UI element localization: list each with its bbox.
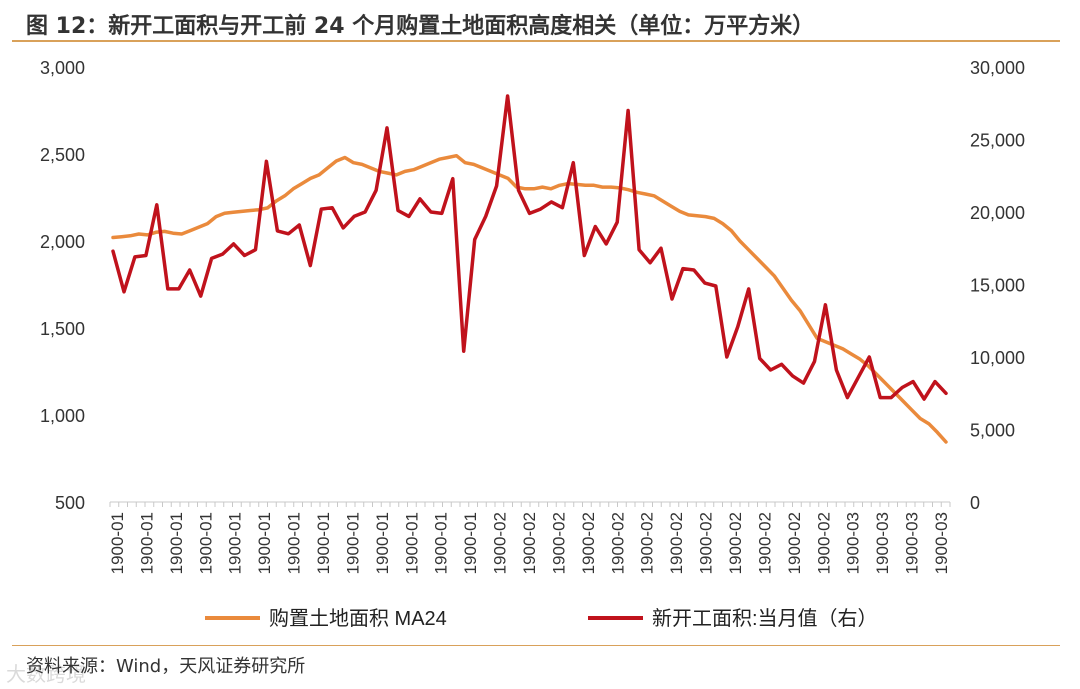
- x-tick-label: 1900-02: [785, 512, 804, 574]
- y-right-tick-label: 20,000: [970, 203, 1025, 223]
- x-tick-label: 1900-02: [579, 512, 598, 574]
- x-tick-label: 1900-01: [137, 512, 156, 574]
- x-tick-label: 1900-01: [343, 512, 362, 574]
- legend: 购置土地面积 MA24 新开工面积:当月值（右）: [205, 607, 878, 630]
- x-tick-label: 1900-01: [226, 512, 245, 574]
- y-left-tick-label: 2,500: [40, 145, 85, 165]
- source-note: 资料来源：Wind，天风证券研究所: [26, 656, 306, 677]
- y-left-tick-label: 3,000: [40, 58, 85, 78]
- new-construction-line: [111, 94, 948, 401]
- x-tick-label: 1900-01: [255, 512, 274, 574]
- axes-group: 500 1,000 1,500 2,000 2,500 3,000 0 5,000 10,000…: [40, 58, 1025, 574]
- chart-title: 图 12：新开工面积与开工前 24 个月购置土地面积高度相关（单位：万平方米）: [26, 14, 815, 39]
- x-tick-label: 1900-02: [638, 512, 657, 574]
- x-tick-label: 1900-01: [108, 512, 127, 574]
- x-tick-label: 1900-01: [432, 512, 451, 574]
- x-tick-label: 1900-01: [167, 512, 186, 574]
- y-left-tick-label: 2,000: [40, 232, 85, 252]
- x-tick-label: 1900-02: [814, 512, 833, 574]
- legend-label: 新开工面积:当月值（右）: [652, 607, 878, 630]
- x-tick-label: 1900-03: [903, 512, 922, 574]
- x-tick-label: 1900-03: [844, 512, 863, 574]
- y-right-tick-label: 5,000: [970, 421, 1015, 441]
- legend-label: 购置土地面积 MA24: [269, 607, 447, 630]
- land-purchase-ma24-line: [111, 153, 948, 444]
- series-layer: [111, 94, 948, 444]
- y-left-tick-label: 1,000: [40, 406, 85, 426]
- y-right-tick-label: 15,000: [970, 276, 1025, 296]
- x-tick-label: 1900-02: [667, 512, 686, 574]
- watermark: 大数跨境: [6, 662, 86, 686]
- y-left-tick-label: 1,500: [40, 319, 85, 339]
- x-tick-label: 1900-03: [932, 512, 951, 574]
- x-tick-label: 1900-03: [873, 512, 892, 574]
- x-tick-label: 1900-02: [608, 512, 627, 574]
- x-tick-label: 1900-01: [285, 512, 304, 574]
- y-left-tick-label: 500: [55, 493, 85, 513]
- x-tick-label: 1900-02: [697, 512, 716, 574]
- x-tick-label: 1900-02: [726, 512, 745, 574]
- x-tick-label: 1900-01: [314, 512, 333, 574]
- x-tick-label: 1900-01: [196, 512, 215, 574]
- x-tick-label: 1900-01: [461, 512, 480, 574]
- x-tick-label: 1900-02: [549, 512, 568, 574]
- footer-divider: [12, 645, 1060, 646]
- y-right-tick-label: 10,000: [970, 348, 1025, 368]
- x-tick-label: 1900-01: [373, 512, 392, 574]
- x-tick-label: 1900-02: [755, 512, 774, 574]
- x-tick-label: 1900-02: [491, 512, 510, 574]
- y-right-tick-label: 0: [970, 493, 980, 513]
- y-right-tick-label: 30,000: [970, 58, 1025, 78]
- title-divider: [12, 40, 1060, 42]
- x-tick-label: 1900-01: [402, 512, 421, 574]
- y-right-tick-label: 25,000: [970, 131, 1025, 151]
- x-tick-label: 1900-02: [520, 512, 539, 574]
